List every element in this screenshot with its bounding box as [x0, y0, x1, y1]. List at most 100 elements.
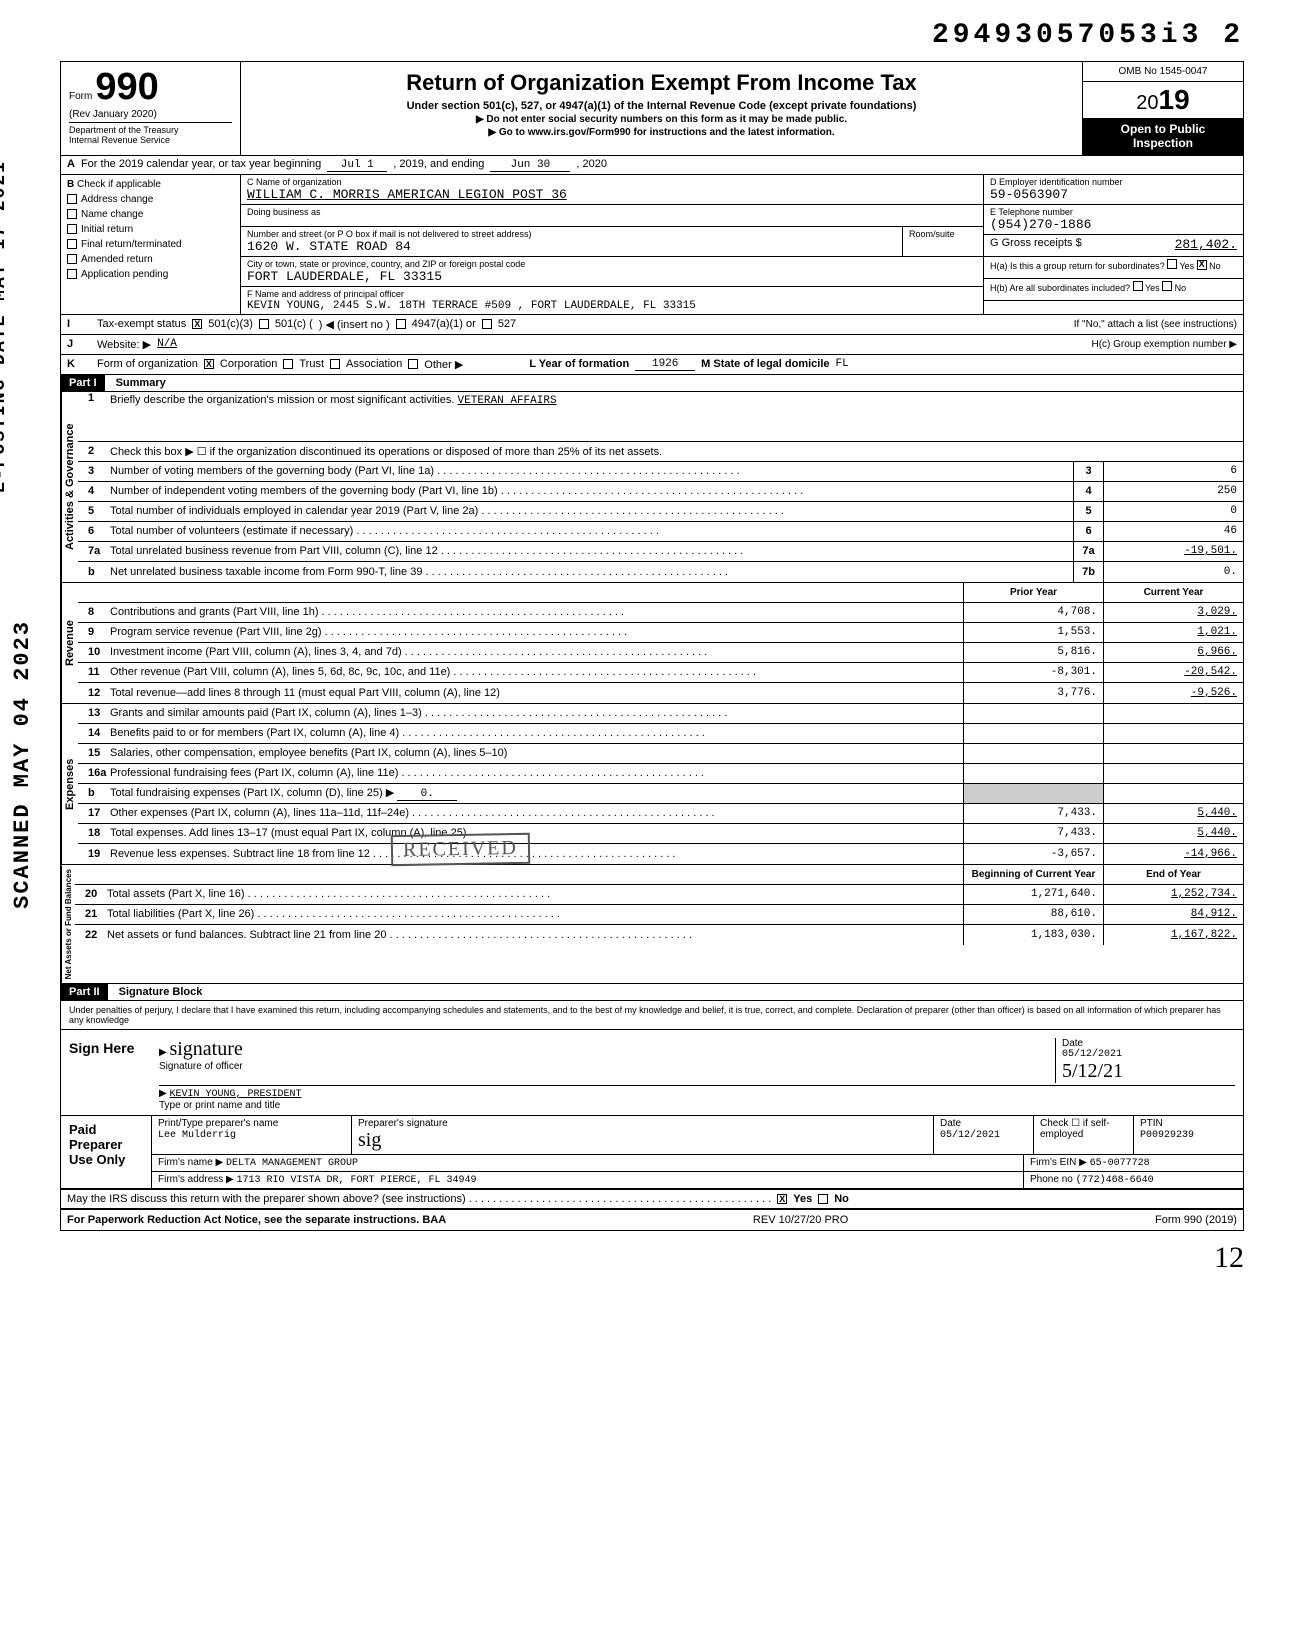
penalty-text: Under penalties of perjury, I declare th… [61, 1001, 1243, 1030]
chk-assoc[interactable] [330, 359, 340, 369]
part2-hdr: Part II [61, 984, 108, 1000]
l8p: 4,708. [963, 603, 1103, 622]
c-name-lbl: C Name of organization [247, 177, 342, 187]
l10: Investment income (Part VIII, column (A)… [106, 644, 963, 660]
opt-501c: 501(c) ( [275, 318, 313, 330]
street-address: 1620 W. STATE ROAD 84 [247, 239, 411, 254]
l16bv: 0. [397, 788, 457, 801]
ha-no[interactable] [1197, 260, 1207, 270]
l10c: 6,966. [1103, 643, 1243, 662]
discuss-yes[interactable] [777, 1194, 787, 1204]
state-domicile: FL [836, 358, 849, 370]
ptin-lbl: PTIN [1140, 1118, 1163, 1129]
date-lbl: Date [1062, 1038, 1083, 1049]
year-formation: 1926 [635, 358, 695, 371]
year-suffix: 19 [1159, 84, 1190, 115]
l6: Total number of volunteers (estimate if … [106, 523, 1073, 539]
note-ssn: ▶ Do not enter social security numbers o… [249, 114, 1074, 125]
sig-lbl: Signature of officer [159, 1061, 243, 1072]
curr-hdr: Current Year [1103, 583, 1243, 602]
chk-527[interactable] [482, 319, 492, 329]
l9p: 1,553. [963, 623, 1103, 642]
part2-title: Signature Block [111, 984, 211, 1000]
d-lbl: D Employer identification number [990, 177, 1237, 187]
l21c: 84,912. [1103, 905, 1243, 924]
l20p: 1,271,640. [963, 885, 1103, 904]
check-self-emp: Check ☐ if self-employed [1033, 1116, 1133, 1154]
chk-final[interactable] [67, 239, 77, 249]
l19p: -3,657. [963, 844, 1103, 864]
l16b: Total fundraising expenses (Part IX, col… [110, 787, 394, 799]
header-right: OMB No 1545-0047 2019 Open to Public Ins… [1083, 62, 1243, 155]
l1-lbl: Briefly describe the organization's miss… [110, 394, 454, 406]
open-line1: Open to Public [1085, 122, 1241, 136]
l7a: Total unrelated business revenue from Pa… [106, 543, 1073, 559]
chk-amended[interactable] [67, 254, 77, 264]
addr-lbl: Number and street (or P O box if mail is… [247, 229, 896, 239]
opt-trust: Trust [299, 358, 324, 370]
yes-lbl: Yes [793, 1193, 812, 1205]
col-b-mid: C Name of organization WILLIAM C. MORRIS… [241, 175, 983, 314]
l11p: -8,301. [963, 663, 1103, 682]
discuss-no[interactable] [818, 1194, 828, 1204]
chk-name-change[interactable] [67, 209, 77, 219]
firm-addr: 1713 RIO VISTA DR, FORT PIERCE, FL 34949 [237, 1175, 477, 1186]
chk-501c3[interactable] [192, 319, 202, 329]
opt-corp: Corporation [220, 358, 277, 370]
l4v: 250 [1103, 482, 1243, 501]
ha-lbl: H(a) Is this a group return for subordin… [990, 261, 1165, 271]
l21: Total liabilities (Part X, line 26) [103, 906, 963, 922]
side-activities: Activities & Governance [61, 392, 78, 582]
header-left: Form 990 (Rev January 2020) Department o… [61, 62, 241, 155]
l17c: 5,440. [1103, 804, 1243, 823]
chk-other[interactable] [408, 359, 418, 369]
hb-yes[interactable] [1133, 281, 1143, 291]
efile-stamp: E-POSTING DATE MAY 17 2021 [0, 160, 10, 493]
name-lbl: Type or print name and title [159, 1100, 280, 1111]
chk-initial[interactable] [67, 224, 77, 234]
chk-address-change[interactable] [67, 194, 77, 204]
ha-yes[interactable] [1167, 259, 1177, 269]
opt-501c3: 501(c)(3) [208, 318, 253, 330]
chk-4947[interactable] [396, 319, 406, 329]
mission: VETERAN AFFAIRS [458, 395, 557, 407]
tax-year-end: Jun 30 [490, 159, 570, 172]
hb-lbl: H(b) Are all subordinates included? [990, 283, 1130, 293]
tax-year-endyr: , 2020 [576, 158, 607, 170]
l11c: -20,542. [1103, 663, 1243, 682]
dept-block: Department of the Treasury Internal Reve… [69, 122, 232, 145]
l5v: 0 [1103, 502, 1243, 521]
prep-name-lbl: Print/Type preparer's name [158, 1118, 278, 1129]
open-public: Open to Public Inspection [1083, 118, 1243, 155]
opt-final: Final return/terminated [81, 239, 182, 250]
form-title: Return of Organization Exempt From Incom… [249, 70, 1074, 96]
part1-hdr: Part I [61, 375, 105, 391]
l22c: 1,167,822. [1103, 925, 1243, 945]
chk-trust[interactable] [283, 359, 293, 369]
l19c: -14,966. [1103, 844, 1243, 864]
header-mid: Return of Organization Exempt From Incom… [241, 62, 1083, 155]
opt-other: Other ▶ [424, 358, 463, 371]
barcode-header: 29493057053i3 2 [60, 20, 1244, 51]
prep-sig-lbl: Preparer's signature [358, 1118, 448, 1129]
opt-amended: Amended return [81, 254, 153, 265]
paid-preparer: Paid Preparer Use Only [61, 1116, 151, 1188]
chk-corp[interactable] [204, 359, 214, 369]
l12p: 3,776. [963, 683, 1103, 703]
row-a-mid: , 2019, and ending [393, 158, 484, 170]
chk-pending[interactable] [67, 269, 77, 279]
hb-no[interactable] [1162, 281, 1172, 291]
firm-addr-lbl: Firm's address ▶ [158, 1174, 234, 1185]
row-a-label: For the 2019 calendar year, or tax year … [81, 158, 321, 170]
l11: Other revenue (Part VIII, column (A), li… [106, 664, 963, 680]
discuss-lbl: May the IRS discuss this return with the… [67, 1193, 771, 1205]
chk-501c[interactable] [259, 319, 269, 329]
opt-name: Name change [81, 209, 143, 220]
footer-mid: REV 10/27/20 PRO [753, 1214, 848, 1226]
form-label: Form [69, 91, 92, 102]
gross-receipts: 281,402. [1175, 237, 1237, 252]
side-expenses: Expenses [61, 704, 78, 864]
form-subtitle: Under section 501(c), 527, or 4947(a)(1)… [249, 100, 1074, 112]
footer-left: For Paperwork Reduction Act Notice, see … [67, 1214, 446, 1226]
side-netassets: Net Assets or Fund Balances [61, 865, 75, 983]
